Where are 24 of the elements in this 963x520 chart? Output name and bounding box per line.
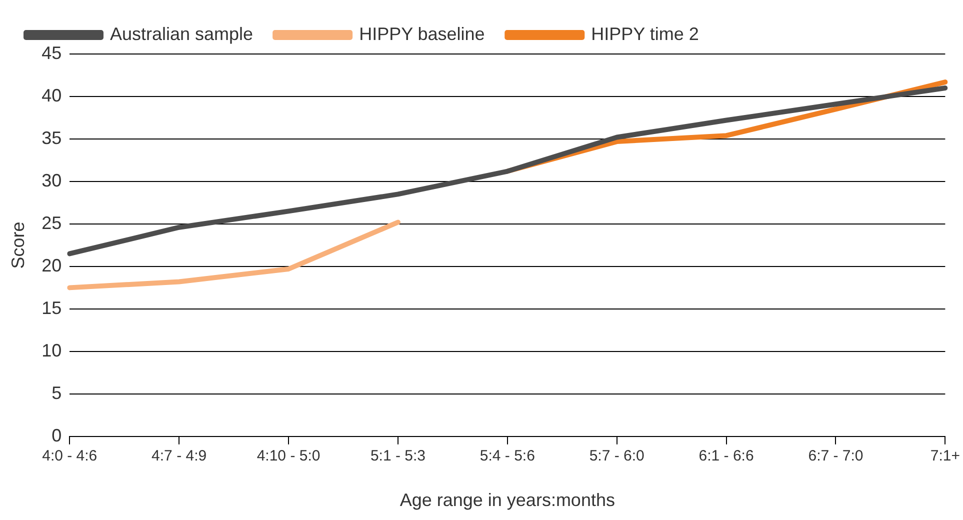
y-tick-label: 30 [42,170,62,190]
x-tick-label: 4:10 - 5:0 [256,448,320,465]
x-tick-label: 5:4 - 5:6 [480,448,535,465]
y-axis-title: Score [8,222,28,269]
y-tick-label: 35 [42,128,62,148]
x-tick-label: 5:1 - 5:3 [370,448,426,465]
x-tick-label: 5:7 - 6:0 [589,448,644,465]
y-tick-label: 0 [52,425,62,446]
y-tick-label: 25 [42,212,62,233]
legend-label: HIPPY time 2 [591,24,699,44]
legend-label: Australian sample [110,24,254,44]
y-tick-label: 40 [42,85,62,106]
y-tick-label: 15 [42,298,62,318]
x-tick-label: 6:7 - 7:0 [808,448,864,465]
y-tick-label: 20 [42,255,62,276]
y-tick-label: 5 [52,382,62,403]
x-tick-label: 6:1 - 6:6 [698,448,754,465]
x-axis-title: Age range in years:months [400,490,615,510]
y-tick-label: 10 [42,340,62,360]
x-tick-label: 4:0 - 4:6 [42,448,98,465]
legend-label: HIPPY baseline [359,24,485,44]
x-tick-label: 7:1+ [930,448,960,465]
y-tick-label: 45 [42,42,62,63]
x-tick-label: 4:7 - 4:9 [152,448,207,465]
